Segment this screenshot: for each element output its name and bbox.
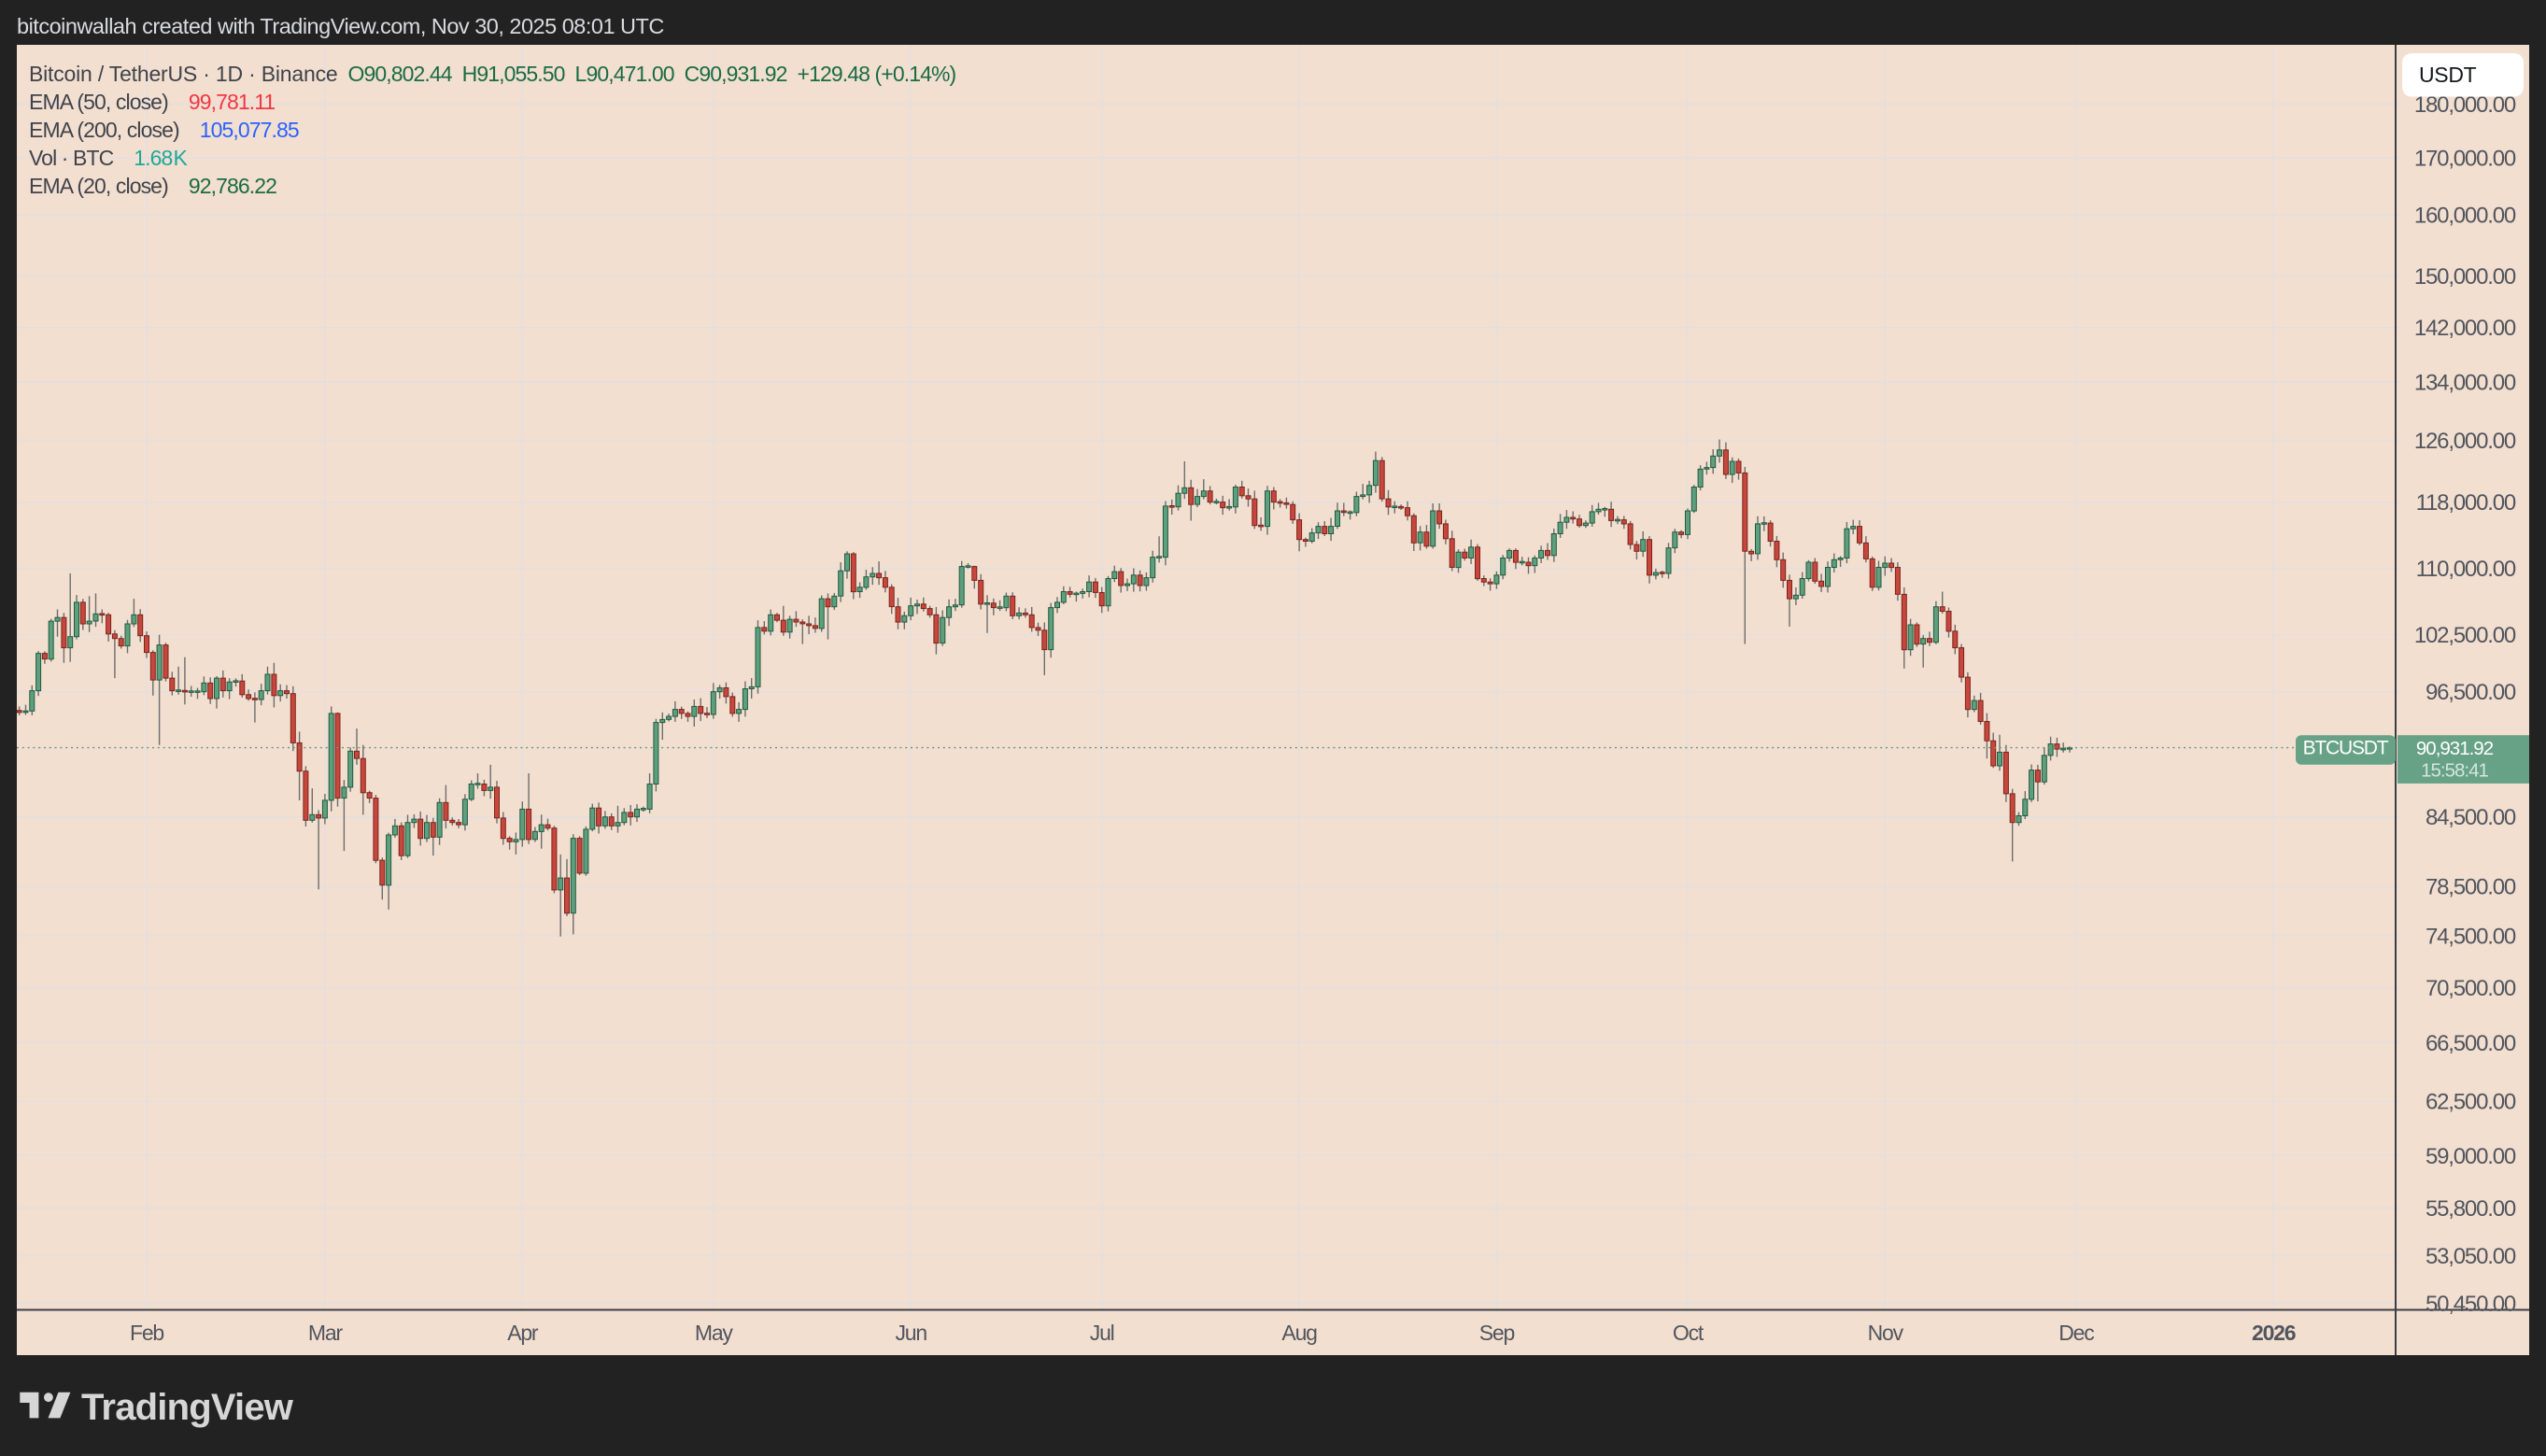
svg-text:55,800.00: 55,800.00: [2426, 1196, 2516, 1222]
svg-text:142,000.00: 142,000.00: [2414, 316, 2516, 341]
svg-text:Apr: Apr: [507, 1321, 539, 1345]
svg-text:2026: 2026: [2252, 1321, 2296, 1345]
svg-text:78,500.00: 78,500.00: [2426, 875, 2516, 900]
svg-text:USDT: USDT: [2419, 63, 2477, 87]
svg-text:Feb: Feb: [130, 1321, 163, 1345]
svg-text:66,500.00: 66,500.00: [2426, 1031, 2516, 1056]
svg-text:126,000.00: 126,000.00: [2414, 429, 2516, 454]
svg-text:50,450.00: 50,450.00: [2426, 1292, 2516, 1317]
svg-text:62,500.00: 62,500.00: [2426, 1090, 2516, 1115]
svg-text:Mar: Mar: [308, 1321, 344, 1345]
svg-text:BTCUSDT: BTCUSDT: [2303, 738, 2389, 759]
svg-text:102,500.00: 102,500.00: [2414, 623, 2516, 648]
svg-text:84,500.00: 84,500.00: [2426, 805, 2516, 830]
svg-text:Nov: Nov: [1868, 1321, 1904, 1345]
svg-text:170,000.00: 170,000.00: [2414, 147, 2516, 172]
svg-text:110,000.00: 110,000.00: [2416, 557, 2516, 582]
svg-text:150,000.00: 150,000.00: [2414, 264, 2516, 290]
svg-text:Oct: Oct: [1673, 1321, 1704, 1345]
svg-text:96,500.00: 96,500.00: [2426, 680, 2516, 705]
svg-text:59,000.00: 59,000.00: [2426, 1144, 2516, 1169]
svg-text:Sep: Sep: [1479, 1321, 1515, 1345]
svg-text:Jul: Jul: [1090, 1321, 1114, 1345]
svg-text:160,000.00: 160,000.00: [2414, 204, 2516, 229]
svg-text:Aug: Aug: [1281, 1321, 1317, 1345]
svg-text:Dec: Dec: [2058, 1321, 2094, 1345]
svg-text:90,931.92: 90,931.92: [2416, 738, 2494, 759]
svg-text:118,000.00: 118,000.00: [2416, 490, 2516, 516]
svg-text:May: May: [695, 1321, 734, 1345]
svg-text:74,500.00: 74,500.00: [2426, 924, 2516, 949]
svg-text:134,000.00: 134,000.00: [2414, 371, 2516, 396]
svg-text:70,500.00: 70,500.00: [2426, 976, 2516, 1001]
svg-text:Jun: Jun: [895, 1321, 926, 1345]
svg-text:15:58:41: 15:58:41: [2421, 760, 2488, 782]
svg-text:53,050.00: 53,050.00: [2426, 1244, 2516, 1269]
